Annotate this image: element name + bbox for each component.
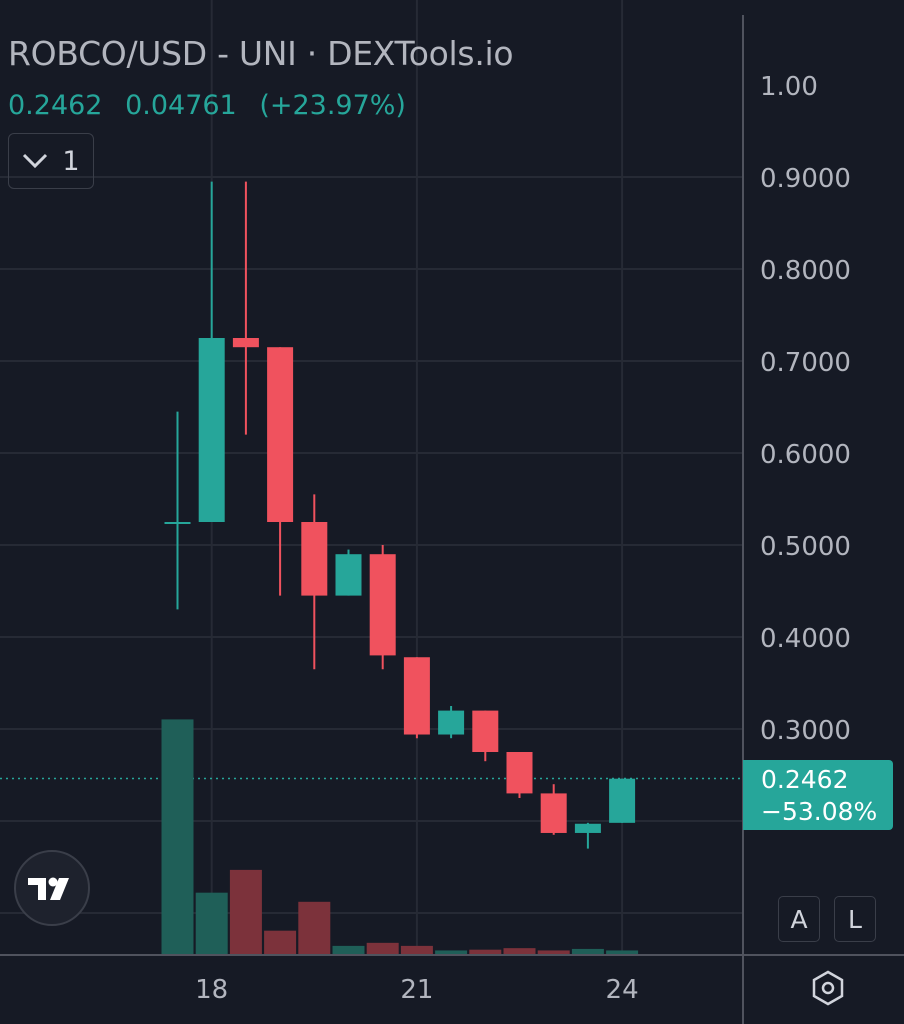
- hexagon-gear-icon[interactable]: [808, 968, 848, 1008]
- last-price-tag-value: 0.2462: [761, 765, 849, 794]
- x-tick-label: 18: [195, 975, 228, 1005]
- y-tick-label: 0.6000: [760, 440, 851, 470]
- x-tick-label: 24: [606, 975, 639, 1005]
- candle-body: [267, 347, 294, 522]
- candle-body: [301, 522, 328, 596]
- y-tick-label: 0.9000: [760, 164, 851, 194]
- tradingview-logo[interactable]: [14, 850, 90, 926]
- volume-bar: [332, 945, 365, 955]
- candle-body: [198, 338, 225, 522]
- candle-body: [438, 710, 465, 735]
- volume-bar: [606, 950, 639, 955]
- log-scale-button[interactable]: L: [834, 896, 876, 942]
- candle-body: [335, 554, 362, 596]
- volume-bar: [264, 930, 297, 955]
- y-tick-label: 1.00: [760, 72, 818, 102]
- volume-bar: [503, 948, 536, 955]
- y-tick-label: 0.4000: [760, 624, 851, 654]
- auto-scale-button[interactable]: A: [778, 896, 820, 942]
- volume-bar: [537, 950, 570, 955]
- y-tick-label: 0.8000: [760, 256, 851, 286]
- collapse-indicators-button[interactable]: 1: [8, 133, 94, 189]
- chart-title: ROBCO/USD - UNI · DEXTools.io: [8, 34, 514, 73]
- last-price: 0.2462: [8, 90, 103, 121]
- y-tick-label: 0.5000: [760, 532, 851, 562]
- last-price-tag: 0.2462 −53.08%: [743, 760, 893, 830]
- candle-body: [506, 752, 533, 794]
- volume-bar: [571, 948, 604, 955]
- volume-bar: [161, 719, 194, 955]
- tradingview-logo-icon: [28, 877, 69, 900]
- candle-body: [574, 823, 601, 833]
- indicator-count: 1: [62, 145, 80, 177]
- price-change-percent: (+23.97%): [259, 90, 406, 121]
- volume-bar: [400, 945, 433, 955]
- last-price-tag-change: −53.08%: [761, 797, 878, 826]
- candle-body: [369, 554, 396, 656]
- volume-bar: [229, 869, 262, 955]
- y-tick-label: 0.3000: [760, 716, 851, 746]
- candle-body: [609, 778, 636, 823]
- chevron-down-icon: [23, 153, 48, 169]
- volume-bar: [435, 950, 468, 955]
- volume-bar: [298, 901, 331, 955]
- candle-body: [164, 522, 191, 524]
- x-tick-label: 21: [400, 975, 433, 1005]
- candle-body: [232, 338, 259, 348]
- volume-bar: [366, 942, 399, 955]
- price-change: 0.04761: [125, 90, 237, 121]
- y-tick-label: 0.7000: [760, 348, 851, 378]
- candle-body: [540, 793, 567, 833]
- volume-bar: [469, 949, 502, 955]
- price-summary: 0.2462 0.04761 (+23.97%): [8, 90, 420, 121]
- volume-bar: [195, 892, 228, 955]
- candle-body: [472, 710, 499, 752]
- candle-body: [403, 657, 430, 735]
